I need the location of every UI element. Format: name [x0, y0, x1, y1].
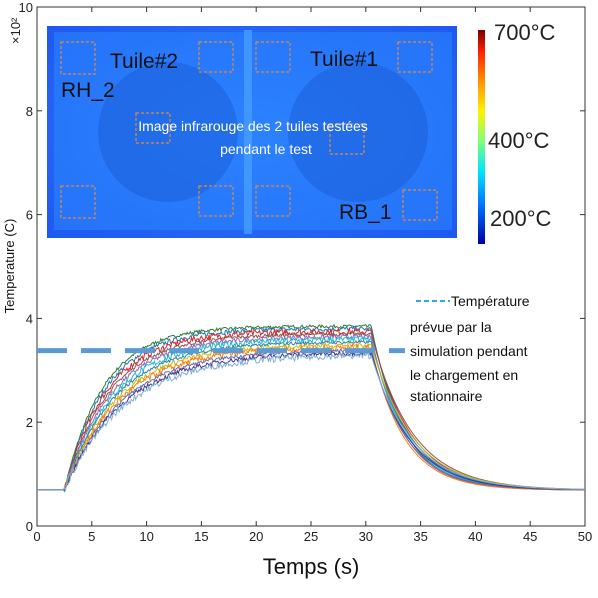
legend-line-3: simulation pendant	[410, 343, 528, 359]
x-tick-label: 10	[139, 529, 153, 544]
x-tick-label: 5	[88, 529, 95, 544]
y-tick-label: 0	[26, 519, 33, 534]
tc-box	[397, 41, 433, 73]
legend: Température prévue par la simulation pen…	[410, 293, 530, 404]
series-line	[37, 331, 585, 491]
series-line	[37, 341, 585, 491]
y-tick-label: 8	[26, 104, 33, 119]
label-rh2: RH_2	[61, 79, 115, 102]
tc-box	[329, 123, 365, 155]
label-rb1: RB_1	[339, 201, 392, 224]
label-tile1: Tuile#1	[310, 48, 378, 71]
x-tick-label: 45	[523, 529, 537, 544]
x-tick-label: 30	[359, 529, 373, 544]
series-line	[37, 349, 585, 491]
colorbar	[478, 30, 485, 244]
x-tick-label: 20	[249, 529, 263, 544]
inset-caption-line1: Image infrarouge des 2 tuiles testées	[138, 118, 368, 134]
x-tick-label: 40	[468, 529, 482, 544]
colorbar-label-top: 700°C	[494, 20, 556, 45]
tc-box	[255, 185, 291, 217]
series-line	[37, 339, 585, 491]
x-tick-label: 15	[194, 529, 208, 544]
legend-line-5: stationnaire	[410, 388, 483, 404]
tc-box	[402, 189, 438, 221]
y-tick-label: 10	[19, 0, 33, 15]
y-axis-multiplier: ×10²	[8, 17, 23, 44]
tc-box	[135, 112, 171, 144]
tc-box	[60, 41, 96, 75]
tc-box	[198, 41, 234, 73]
legend-line-2: prévue par la	[410, 319, 492, 335]
x-tick-label: 35	[413, 529, 427, 544]
y-axis-title: Temperature (C)	[2, 219, 17, 314]
infrared-inset: Tuile#2 Tuile#1 RH_2 RB_1 Image infrarou…	[47, 26, 457, 238]
hot-spot-tile1	[288, 62, 428, 202]
x-tick-label: 25	[304, 529, 318, 544]
colorbar-label-mid: 400°C	[488, 128, 550, 153]
tile-separator	[244, 30, 252, 234]
colorbar-label-bottom: 200°C	[490, 206, 552, 231]
x-tick-label: 0	[33, 529, 40, 544]
label-tile2: Tuile#2	[110, 50, 178, 73]
legend-line-1: Température	[451, 293, 530, 309]
series-line	[37, 351, 585, 492]
y-tick-label: 2	[26, 415, 33, 430]
legend-line-4: le chargement en	[410, 367, 518, 383]
axis-ticks	[36, 6, 586, 527]
tc-box	[60, 185, 96, 219]
x-axis-title: Temps (s)	[263, 554, 360, 579]
inset-caption-line2: pendant le test	[220, 141, 312, 157]
thermocouple-boxes	[60, 41, 438, 221]
x-tick-label: 50	[578, 529, 592, 544]
y-tick-labels: 0 2 4 6 8 10	[19, 0, 33, 534]
tc-box	[255, 41, 291, 73]
hot-spot-tile2	[98, 62, 238, 202]
y-tick-label: 6	[26, 208, 33, 223]
y-tick-label: 4	[26, 311, 33, 326]
x-tick-labels: 0 5 10 15 20 25 30 35 40 45 50	[33, 529, 592, 544]
tc-box	[198, 185, 234, 217]
